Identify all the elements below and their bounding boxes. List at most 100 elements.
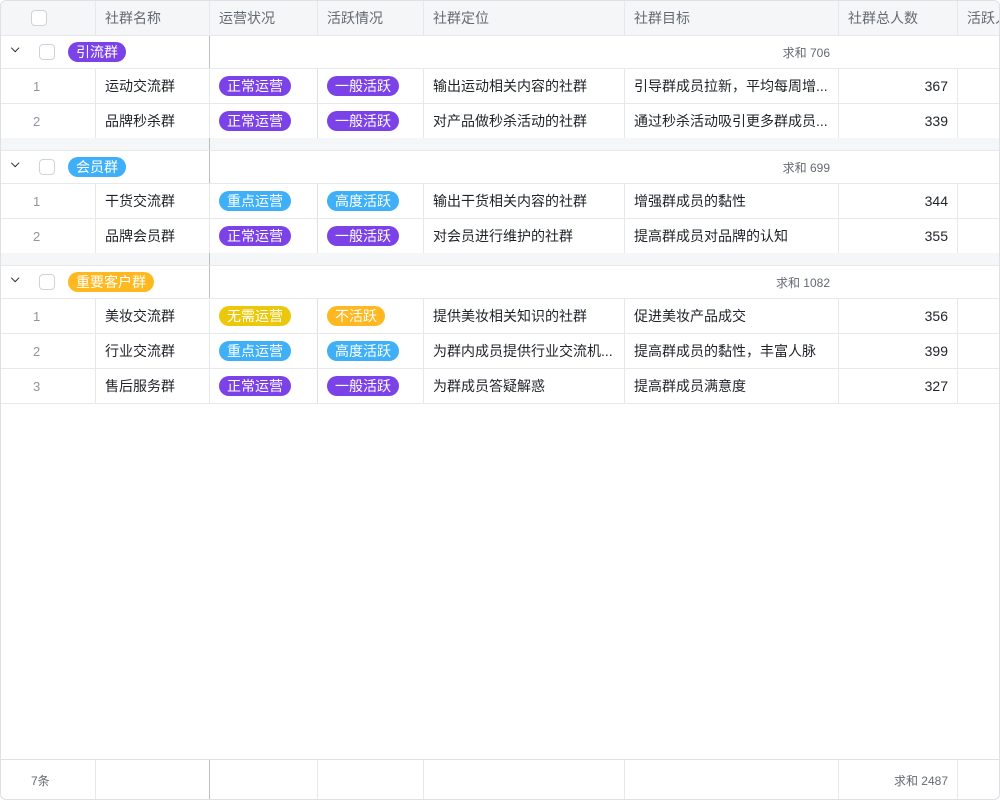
- group-checkbox[interactable]: [39, 159, 55, 175]
- column-header[interactable]: 社群总人数: [839, 1, 958, 35]
- name-cell[interactable]: 行业交流群: [96, 334, 210, 368]
- chevron-down-icon[interactable]: ⌵: [11, 42, 20, 55]
- column-header[interactable]: 社群目标: [625, 1, 839, 35]
- column-header-label: 社群名称: [105, 10, 161, 26]
- count-cell[interactable]: 356: [839, 299, 958, 333]
- footer-cell: [318, 760, 424, 799]
- active-cell[interactable]: [958, 184, 999, 218]
- count-cell[interactable]: 399: [839, 334, 958, 368]
- goal-text: 通过秒杀活动吸引更多群成员...: [634, 113, 828, 129]
- column-header[interactable]: 运营状况: [210, 1, 318, 35]
- group-title-cell[interactable]: ⌵ 引流群: [1, 36, 210, 68]
- status-cell[interactable]: 正常运营: [210, 69, 318, 103]
- member-count: 399: [924, 343, 948, 359]
- name-cell[interactable]: 售后服务群: [96, 369, 210, 403]
- chevron-down-icon[interactable]: ⌵: [11, 157, 20, 170]
- column-header-label: 活跃情况: [327, 10, 383, 26]
- count-cell[interactable]: 367: [839, 69, 958, 103]
- status-tag: 无需运营: [219, 306, 291, 326]
- group-name: 行业交流群: [105, 343, 175, 359]
- member-count: 339: [924, 113, 948, 129]
- status-cell[interactable]: 无需运营: [210, 299, 318, 333]
- activity-cell[interactable]: 一般活跃: [318, 369, 424, 403]
- active-cell[interactable]: [958, 299, 999, 333]
- position-text: 提供美妆相关知识的社群: [433, 308, 587, 324]
- table-row: 2 品牌秒杀群 正常运营 一般活跃 对产品做秒杀活动的社群 通过秒杀活动吸引更多群成员..…: [1, 104, 999, 139]
- goal-cell[interactable]: 引导群成员拉新，平均每周增...: [625, 69, 839, 103]
- active-cell[interactable]: [958, 104, 999, 138]
- activity-cell[interactable]: 一般活跃: [318, 104, 424, 138]
- footer-cell: [96, 760, 210, 799]
- row-number: 3: [33, 378, 41, 394]
- goal-text: 提高群成员的黏性，丰富人脉: [634, 343, 816, 359]
- name-cell[interactable]: 品牌秒杀群: [96, 104, 210, 138]
- chevron-down-icon[interactable]: ⌵: [11, 272, 20, 285]
- position-cell[interactable]: 对产品做秒杀活动的社群: [424, 104, 625, 138]
- count-cell[interactable]: 355: [839, 219, 958, 253]
- count-cell[interactable]: 339: [839, 104, 958, 138]
- activity-cell[interactable]: 一般活跃: [318, 219, 424, 253]
- row-index: 2: [1, 104, 96, 138]
- position-text: 输出运动相关内容的社群: [433, 78, 587, 94]
- status-cell[interactable]: 正常运营: [210, 104, 318, 138]
- activity-tag: 高度活跃: [327, 341, 399, 361]
- footer-row: 7条 求和 2487: [1, 759, 999, 799]
- active-cell[interactable]: [958, 69, 999, 103]
- position-cell[interactable]: 输出干货相关内容的社群: [424, 184, 625, 218]
- row-number: 2: [33, 343, 41, 359]
- active-cell[interactable]: [958, 334, 999, 368]
- gap-divider: [1, 138, 210, 150]
- name-cell[interactable]: 运动交流群: [96, 69, 210, 103]
- status-cell[interactable]: 正常运营: [210, 219, 318, 253]
- select-all-checkbox[interactable]: [31, 10, 47, 26]
- group-header-row: ⌵ 引流群 求和 706: [1, 36, 999, 69]
- group-title-cell[interactable]: ⌵ 重要客户群: [1, 266, 210, 298]
- goal-cell[interactable]: 增强群成员的黏性: [625, 184, 839, 218]
- goal-cell[interactable]: 提高群成员对品牌的认知: [625, 219, 839, 253]
- goal-cell[interactable]: 提高群成员的黏性，丰富人脉: [625, 334, 839, 368]
- group-tag: 重要客户群: [68, 272, 154, 292]
- group-header-row: ⌵ 会员群 求和 699: [1, 151, 999, 184]
- activity-tag: 一般活跃: [327, 111, 399, 131]
- name-cell[interactable]: 干货交流群: [96, 184, 210, 218]
- column-header-label: 社群目标: [634, 10, 690, 26]
- group-checkbox[interactable]: [39, 44, 55, 60]
- goal-cell[interactable]: 提高群成员满意度: [625, 369, 839, 403]
- position-cell[interactable]: 输出运动相关内容的社群: [424, 69, 625, 103]
- activity-cell[interactable]: 高度活跃: [318, 184, 424, 218]
- activity-cell[interactable]: 高度活跃: [318, 334, 424, 368]
- row-number: 2: [33, 113, 41, 129]
- count-cell[interactable]: 327: [839, 369, 958, 403]
- name-cell[interactable]: 美妆交流群: [96, 299, 210, 333]
- column-header[interactable]: 社群名称: [96, 1, 210, 35]
- goal-text: 引导群成员拉新，平均每周增...: [634, 78, 828, 94]
- row-number: 1: [33, 78, 41, 94]
- goal-cell[interactable]: 促进美妆产品成交: [625, 299, 839, 333]
- activity-cell[interactable]: 不活跃: [318, 299, 424, 333]
- count-cell[interactable]: 344: [839, 184, 958, 218]
- status-cell[interactable]: 正常运营: [210, 369, 318, 403]
- group-title-cell[interactable]: ⌵ 会员群: [1, 151, 210, 183]
- active-cell[interactable]: [958, 369, 999, 403]
- position-cell[interactable]: 对会员进行维护的社群: [424, 219, 625, 253]
- group-tag: 引流群: [68, 42, 126, 62]
- active-cell[interactable]: [958, 219, 999, 253]
- column-header[interactable]: 社群定位: [424, 1, 625, 35]
- group-checkbox[interactable]: [39, 274, 55, 290]
- name-cell[interactable]: 品牌会员群: [96, 219, 210, 253]
- group-sum: 求和 1082: [775, 275, 830, 290]
- activity-cell[interactable]: 一般活跃: [318, 69, 424, 103]
- column-header[interactable]: 活跃人: [958, 1, 999, 35]
- column-header[interactable]: 活跃情况: [318, 1, 424, 35]
- position-cell[interactable]: 为群内成员提供行业交流机...: [424, 334, 625, 368]
- select-all-header[interactable]: [1, 1, 96, 35]
- footer-cell: [958, 760, 999, 799]
- position-cell[interactable]: 为群成员答疑解惑: [424, 369, 625, 403]
- status-tag: 正常运营: [219, 111, 291, 131]
- goal-cell[interactable]: 通过秒杀活动吸引更多群成员...: [625, 104, 839, 138]
- group-name: 品牌秒杀群: [105, 113, 175, 129]
- status-cell[interactable]: 重点运营: [210, 334, 318, 368]
- group-gap: [1, 253, 999, 266]
- status-cell[interactable]: 重点运营: [210, 184, 318, 218]
- position-cell[interactable]: 提供美妆相关知识的社群: [424, 299, 625, 333]
